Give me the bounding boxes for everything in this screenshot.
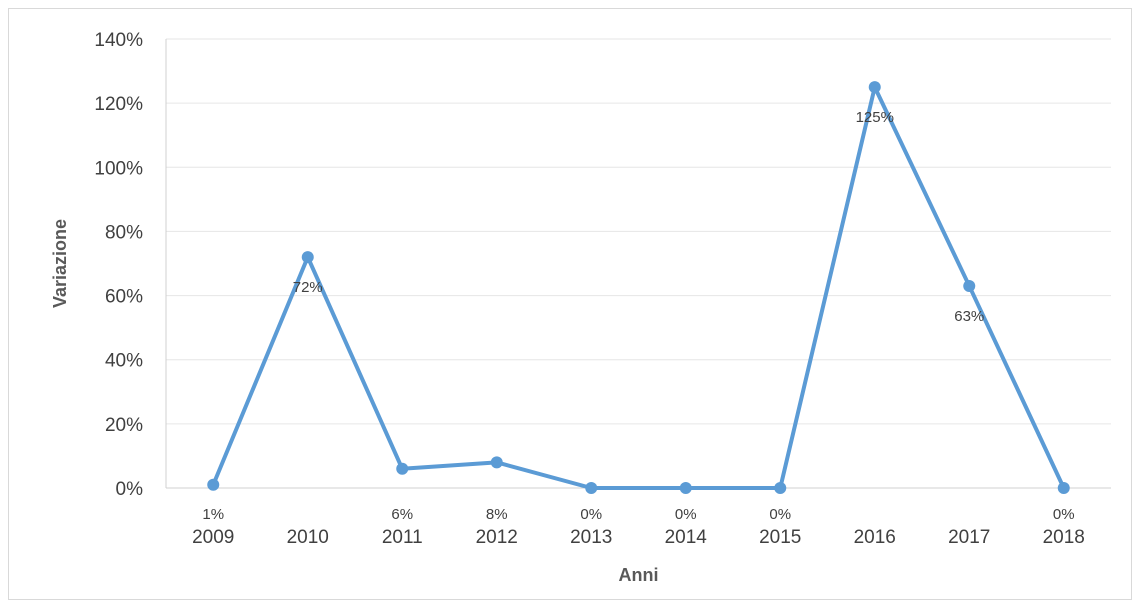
y-tick-label: 0% (116, 479, 144, 500)
y-axis-ticks: 0% 20% 40% 60% 80% 100% 120% 140% (94, 30, 143, 500)
x-tick-label: 2013 (570, 527, 612, 548)
series-line (211, 85, 1066, 490)
data-label: 0% (580, 506, 602, 523)
data-point (963, 279, 976, 292)
data-point (585, 482, 598, 494)
line-chart: 0%20%40%60%80%100%120%140% 2009 2010 2011 2… (50, 30, 1111, 585)
data-point (396, 462, 409, 475)
data-point (301, 251, 314, 264)
chart-frame: 0% 20% 40% 60% 80% 100% 120% 140% 2009 2010 2011 2… (8, 8, 1132, 600)
y-tick-label: 60% (105, 287, 143, 308)
data-point (774, 482, 787, 494)
x-tick-label: 2017 (948, 527, 990, 548)
y-tick-label: 120% (94, 94, 143, 115)
x-tick-label: 2016 (854, 527, 896, 548)
data-point (679, 482, 692, 494)
data-label: 125% (856, 109, 894, 126)
x-tick-label: 2015 (759, 527, 801, 548)
x-tick-label: 2009 (192, 527, 234, 548)
data-label: 63% (954, 308, 984, 325)
x-tick-label: 2011 (382, 527, 423, 548)
y-tick-label: 140% (94, 30, 143, 51)
series-layer (207, 81, 1070, 494)
data-label: 72% (293, 279, 323, 296)
data-label: 0% (1053, 506, 1075, 523)
data-label: 8% (486, 506, 508, 523)
y-tick-label: 100% (94, 158, 143, 179)
data-point (207, 478, 220, 491)
y-tick-label: 20% (105, 415, 143, 436)
y-tick-label: 80% (105, 222, 143, 243)
data-point (868, 81, 881, 94)
x-axis-title: Anni (619, 565, 659, 585)
x-tick-label: 2018 (1043, 527, 1085, 548)
data-point (490, 456, 503, 469)
data-label: 0% (675, 506, 697, 523)
y-tick-label: 40% (105, 351, 143, 372)
data-label: 0% (769, 506, 791, 523)
grid-layer (165, 38, 1111, 489)
x-axis-ticks: 2009 2010 2011 2012 2013 2014 2015 2016 2017 2018 (192, 527, 1085, 548)
data-labels: 1% 72% 6% 8% 0% 0% 0% 125% 63% 0% (202, 109, 1074, 523)
data-point (1057, 482, 1070, 494)
data-label: 1% (202, 506, 224, 523)
x-tick-label: 2012 (476, 527, 518, 548)
y-axis-title: Variazione (50, 219, 70, 308)
x-tick-label: 2010 (287, 527, 329, 548)
data-label: 6% (391, 506, 413, 523)
x-tick-label: 2014 (665, 527, 708, 548)
